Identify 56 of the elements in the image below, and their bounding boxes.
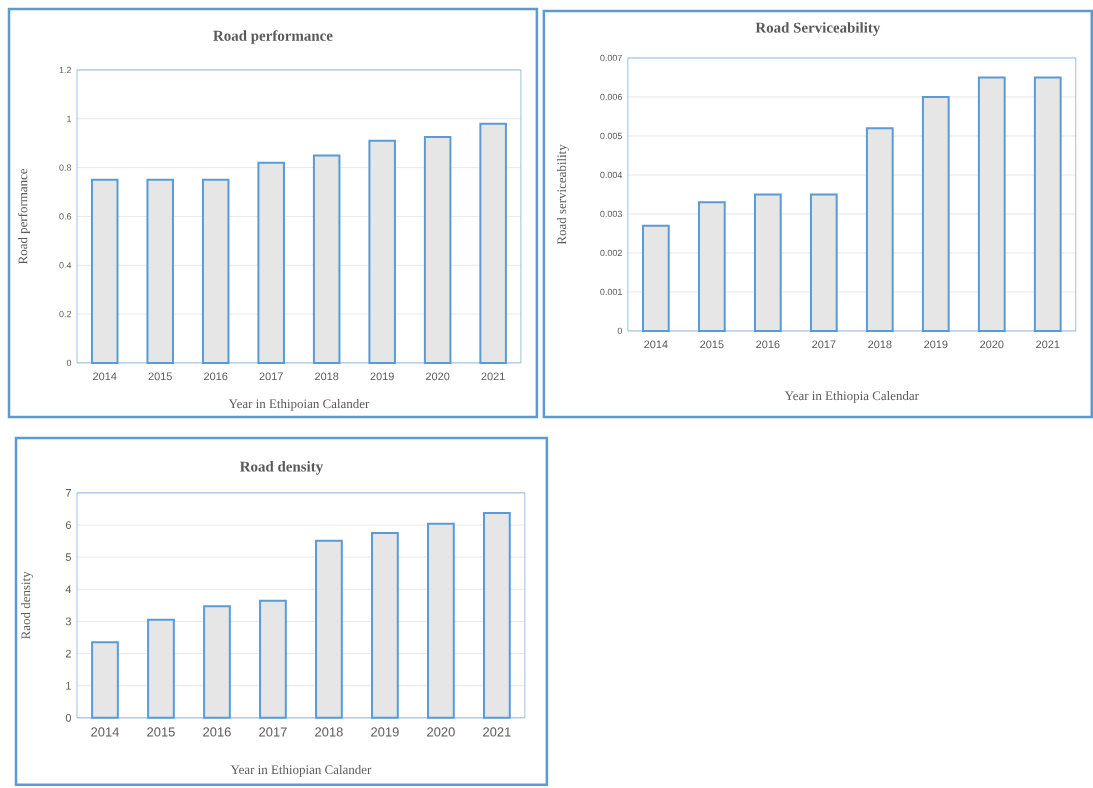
y-tick-label: 0.8 — [59, 164, 72, 171]
y-tick-label: 0.006 — [600, 93, 622, 101]
y-axis-title: Road serviceability — [556, 144, 569, 245]
y-tick-label: 6 — [65, 521, 71, 529]
x-tick-label: 2020 — [427, 727, 455, 737]
y-axis-title: Raod density — [21, 571, 33, 640]
y-tick-label: 0.004 — [600, 171, 623, 179]
y-tick-label: 4 — [65, 585, 72, 594]
y-tick-label: 0.6 — [59, 213, 72, 220]
x-tick-label: 2014 — [93, 372, 117, 381]
x-tick-label: 2016 — [756, 340, 780, 349]
chart-title: Road density — [239, 461, 324, 475]
x-axis-title: Year in Ethipoian Calander — [228, 399, 370, 411]
x-tick-label: 2018 — [868, 340, 892, 349]
y-tick-label: 5 — [65, 553, 71, 562]
x-tick-label: 2019 — [370, 372, 394, 381]
y-axis-title: Road performance — [18, 168, 30, 265]
x-tick-label: 2020 — [426, 372, 450, 381]
y-tick-label: 0 — [617, 327, 622, 335]
y-tick-label: 2 — [65, 649, 71, 658]
x-tick-label: 2019 — [924, 340, 948, 349]
x-tick-label: 2015 — [148, 372, 172, 381]
x-tick-label: 2021 — [483, 727, 511, 737]
y-tick-label: 3 — [65, 617, 71, 626]
chart-title: Road Serviceability — [755, 22, 881, 36]
y-tick-label: 0.4 — [59, 262, 72, 269]
x-axis-title: Year in Ethiopia Calendar — [784, 391, 919, 403]
x-tick-label: 2015 — [700, 340, 724, 349]
x-tick-label: 2018 — [315, 372, 339, 381]
x-tick-label: 2021 — [1036, 340, 1060, 349]
x-tick-label: 2017 — [259, 727, 287, 737]
x-tick-label: 2021 — [481, 372, 505, 381]
x-tick-label: 2019 — [371, 727, 399, 737]
x-tick-label: 2018 — [315, 727, 343, 737]
y-tick-label: 0.005 — [600, 132, 622, 140]
x-tick-label: 2014 — [644, 340, 668, 349]
y-tick-label: 0.007 — [600, 54, 622, 62]
y-tick-label: 0.001 — [600, 288, 622, 296]
y-tick-label: 1 — [67, 115, 72, 122]
x-tick-label: 2020 — [980, 340, 1004, 349]
y-tick-label: 1.2 — [59, 66, 72, 74]
y-tick-label: 1 — [66, 682, 71, 690]
y-tick-label: 0.003 — [600, 210, 622, 218]
x-tick-label: 2017 — [812, 340, 836, 349]
y-tick-label: 0.2 — [59, 311, 72, 318]
x-axis-title: Year in Ethiopian Calander — [230, 765, 372, 777]
y-tick-label: 0 — [66, 359, 72, 367]
y-tick-label: 0 — [65, 714, 72, 722]
x-tick-label: 2017 — [259, 372, 283, 381]
x-tick-label: 2014 — [91, 727, 119, 737]
chart-title: Road performance — [213, 30, 333, 44]
y-tick-label: 7 — [65, 489, 71, 497]
x-tick-label: 2016 — [203, 727, 231, 737]
y-tick-label: 0.002 — [600, 249, 622, 257]
x-tick-label: 2015 — [147, 727, 175, 737]
x-tick-label: 2016 — [204, 372, 228, 381]
